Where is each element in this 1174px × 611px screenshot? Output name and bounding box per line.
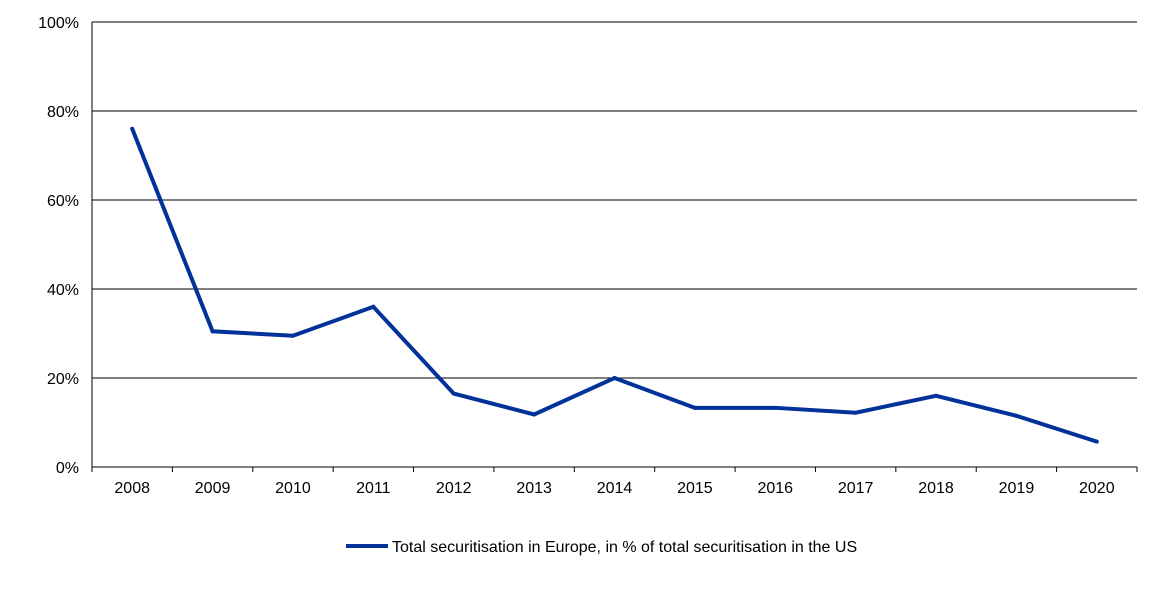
data-point (210, 329, 215, 334)
data-point (853, 410, 858, 415)
data-point (532, 412, 537, 417)
y-tick-label: 100% (38, 15, 79, 32)
axes (91, 22, 1137, 468)
series (130, 126, 1099, 444)
y-tick-label: 60% (47, 193, 79, 210)
legend: Total securitisation in Europe, in % of … (346, 539, 857, 556)
x-tick-label: 2019 (999, 480, 1035, 497)
data-point (290, 333, 295, 338)
y-tick-label: 0% (56, 460, 79, 477)
x-tick-label: 2013 (516, 480, 552, 497)
x-tick-label: 2008 (114, 480, 150, 497)
x-tick-labels: 2008 2009 2010 2011 2012 2013 2014 2015 2016 2017… (91, 467, 1138, 497)
x-tick-label: 2018 (918, 480, 954, 497)
x-tick-label: 2020 (1079, 480, 1115, 497)
y-tick-label: 80% (47, 104, 79, 121)
data-point (692, 405, 697, 410)
data-point (371, 304, 376, 309)
x-tick-label: 2017 (838, 480, 874, 497)
x-tick-label: 2015 (677, 480, 713, 497)
y-tick-labels: 0% 20% 40% 60% 80% 100% (38, 15, 79, 477)
y-tick-label: 40% (47, 282, 79, 299)
series-line (130, 128, 1098, 444)
x-tick-label: 2012 (436, 480, 472, 497)
x-tick-label: 2016 (757, 480, 793, 497)
x-tick-label: 2010 (275, 480, 311, 497)
data-point (1094, 439, 1099, 444)
data-point (612, 376, 617, 380)
y-tick-label: 20% (47, 371, 79, 388)
data-point (773, 405, 778, 410)
data-point (1014, 413, 1019, 418)
data-point (934, 393, 939, 398)
x-tick-label: 2009 (195, 480, 231, 497)
data-point (451, 391, 456, 396)
legend-label: Total securitisation in Europe, in % of … (392, 539, 857, 556)
data-point (130, 126, 135, 131)
grid-lines (92, 21, 1137, 379)
x-tick-label: 2011 (356, 480, 391, 497)
x-tick-label: 2014 (597, 480, 633, 497)
